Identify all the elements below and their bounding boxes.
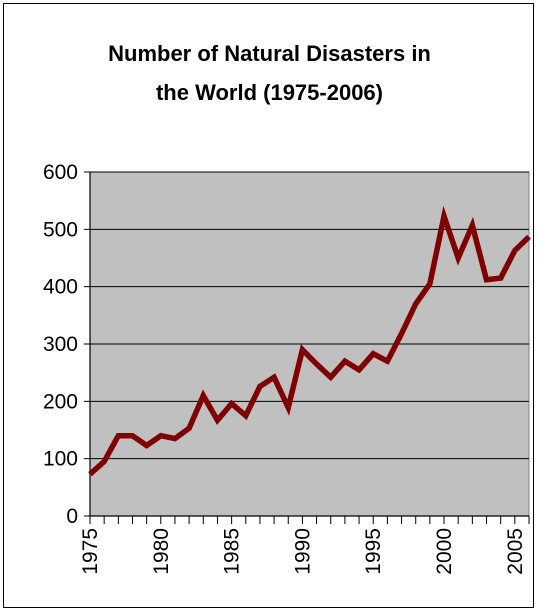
x-tick-label-2005: 2005 xyxy=(504,528,527,575)
y-tick-label-500: 500 xyxy=(43,218,78,241)
chart-title-line-2: the World (1975-2006) xyxy=(155,80,383,105)
x-tick-label-1975: 1975 xyxy=(79,528,102,575)
y-tick-label-100: 100 xyxy=(43,448,78,471)
y-tick-label-600: 600 xyxy=(43,161,78,184)
x-tick-label-1980: 1980 xyxy=(150,528,173,575)
y-tick-label-300: 300 xyxy=(43,333,78,356)
y-tick-label-200: 200 xyxy=(43,390,78,413)
y-tick-label-400: 400 xyxy=(43,276,78,299)
series-line-0 xyxy=(88,205,531,477)
chart-title: Number of Natural Disasters in the World… xyxy=(4,34,535,112)
x-tick-label-2000: 2000 xyxy=(433,528,456,575)
x-tick-label-1995: 1995 xyxy=(362,528,385,575)
x-tick-label-1990: 1990 xyxy=(291,528,314,575)
y-tick-label-0: 0 xyxy=(66,505,78,528)
chart-title-line-1: Number of Natural Disasters in xyxy=(108,41,431,66)
x-tick-label-1985: 1985 xyxy=(221,528,244,575)
